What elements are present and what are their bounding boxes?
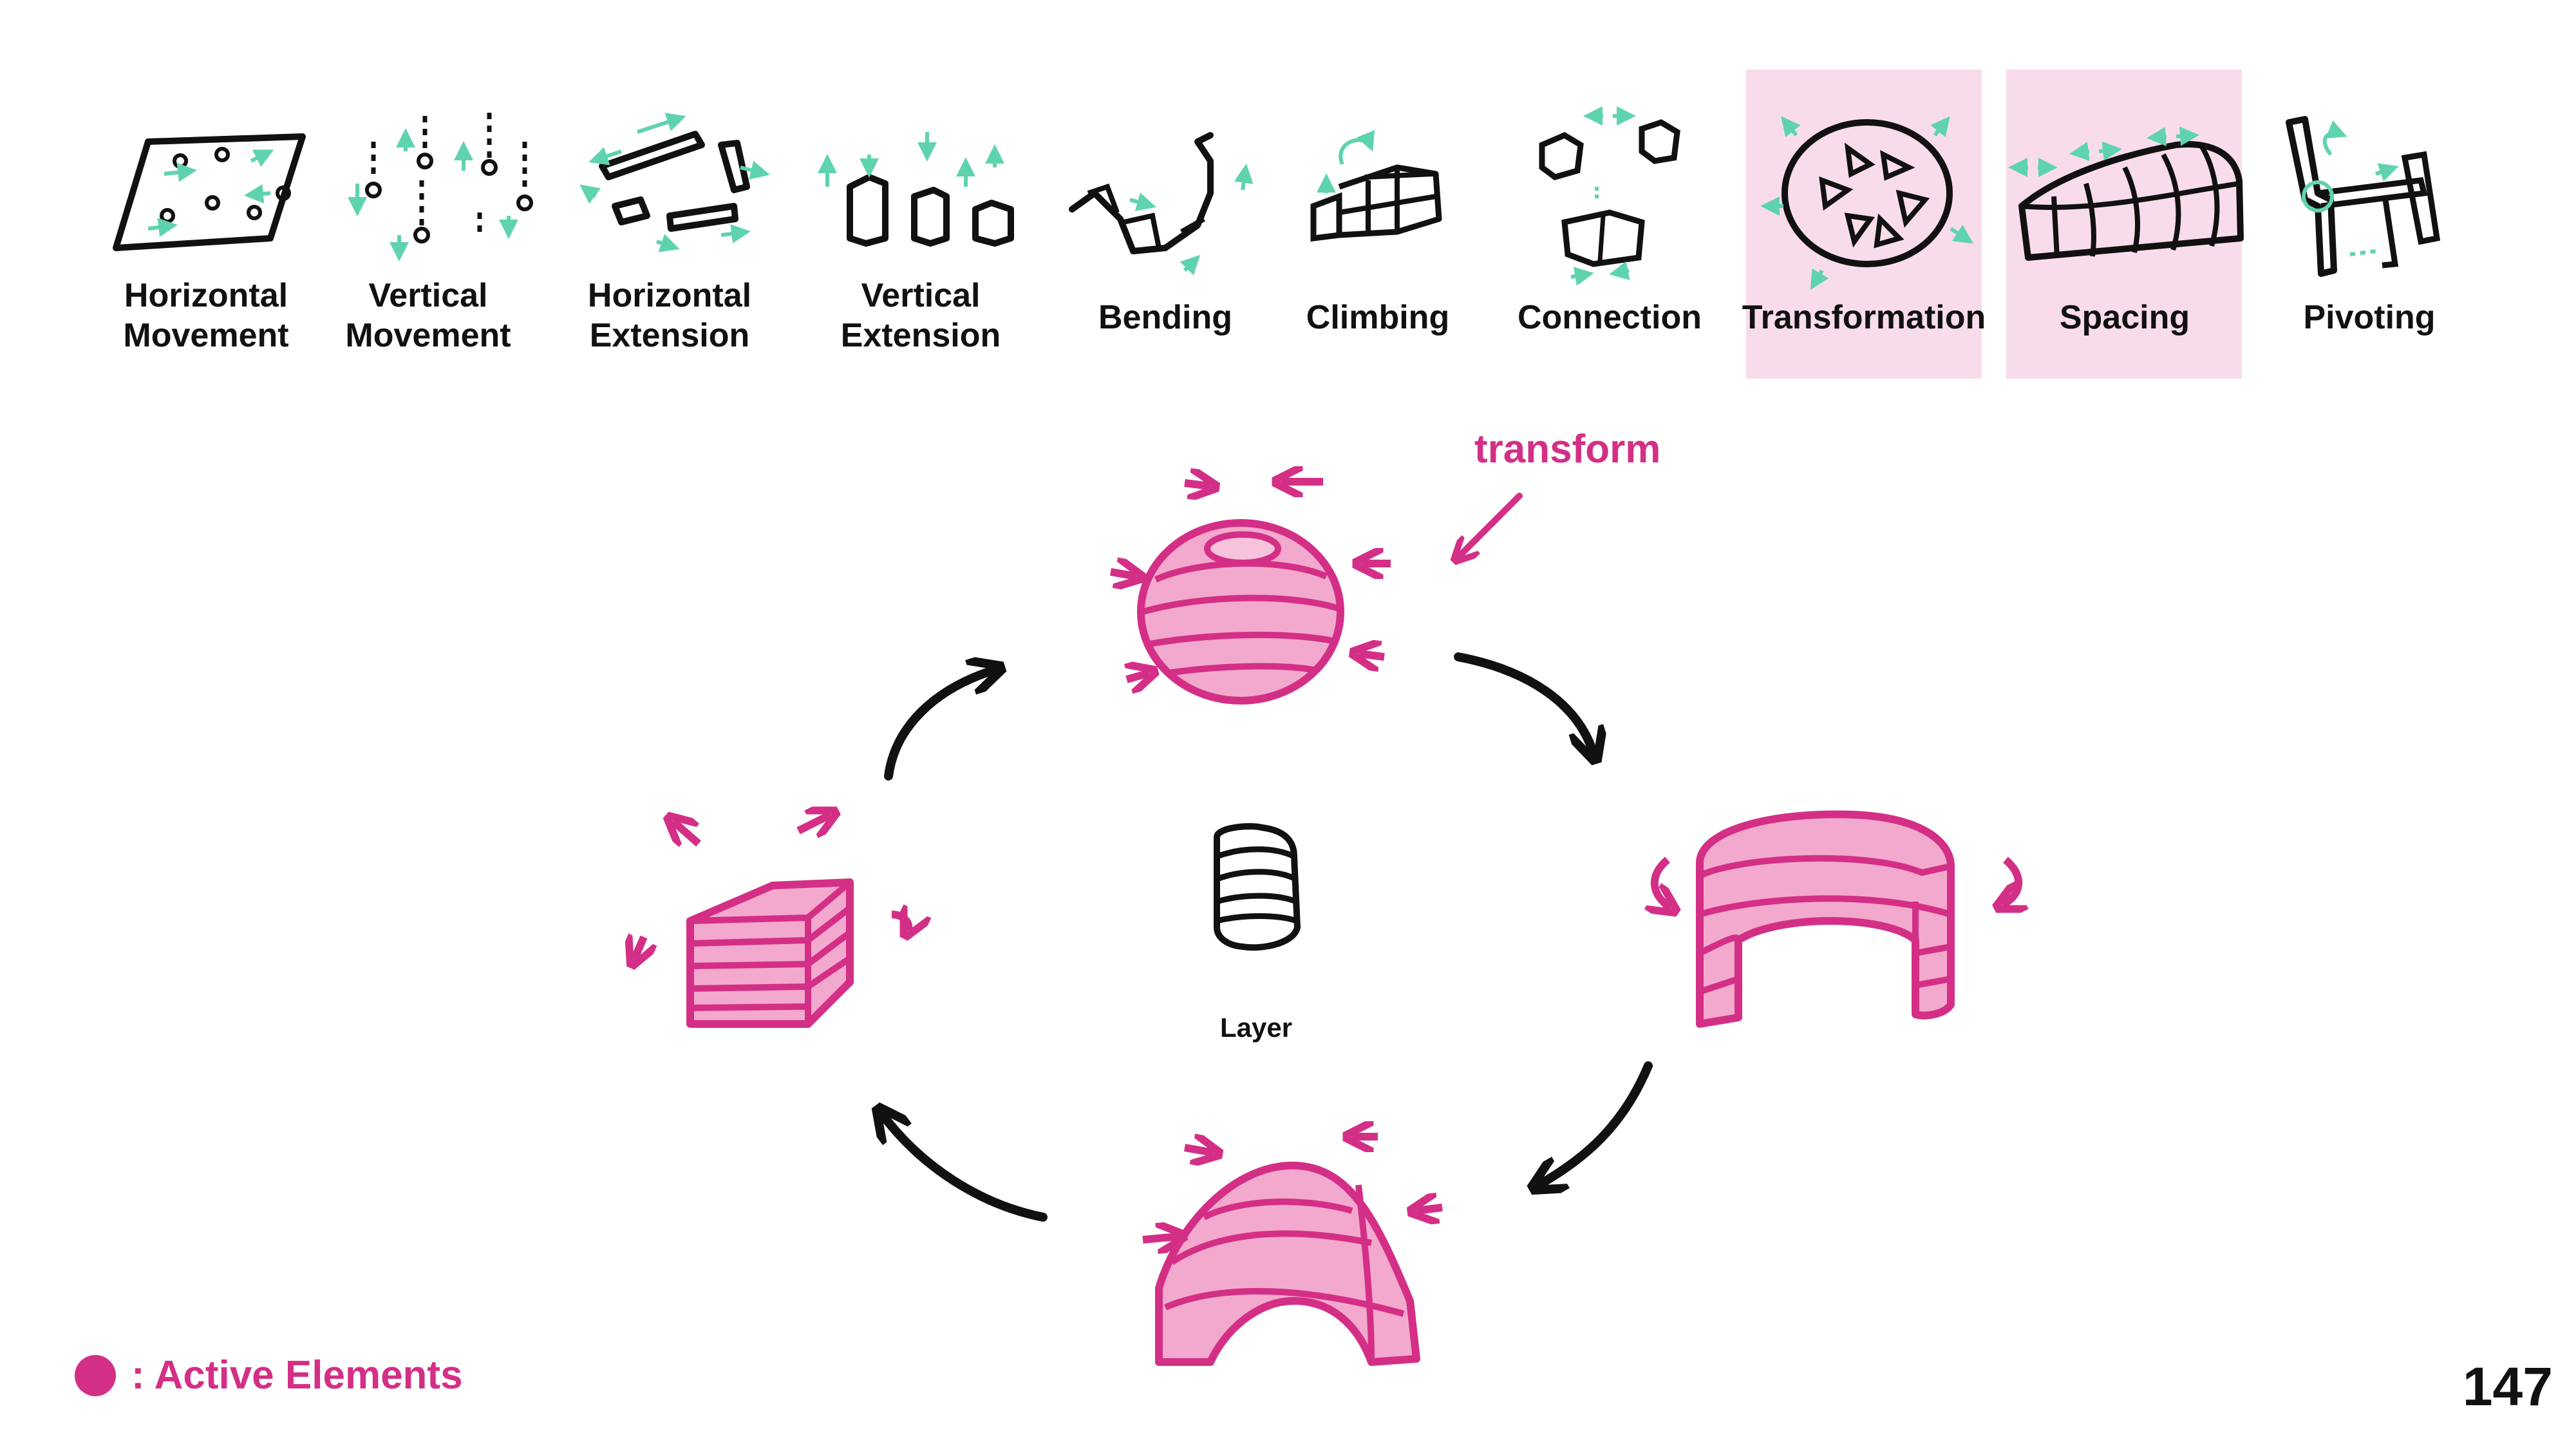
- connection-icon: [1539, 106, 1680, 286]
- climbing-icon: [1310, 130, 1442, 242]
- label-line: Horizontal: [124, 277, 288, 314]
- cube-module: [634, 815, 908, 1028]
- label-line: Bending: [1098, 299, 1232, 336]
- transform-annotation: transform: [1474, 427, 1661, 471]
- cycle-arrow-top-right: [1454, 652, 1594, 753]
- page-number: 147: [2462, 1356, 2553, 1417]
- label-connection: Connection: [1500, 298, 1719, 337]
- label-climbing: Climbing: [1275, 298, 1481, 337]
- cycle-arrow-left-top: [884, 670, 995, 781]
- transformation-icon: [1760, 116, 1973, 290]
- arch-module: [1142, 1137, 1443, 1366]
- label-horizontal-movement: Horizontal Movement: [97, 276, 315, 355]
- layer-module: [1214, 823, 1301, 951]
- bending-icon: [1069, 132, 1254, 276]
- horizontal-movement-icon: [113, 133, 306, 251]
- label-line: Spacing: [2059, 299, 2190, 336]
- label-line: Connection: [1518, 299, 1702, 336]
- label-line: Horizontal: [587, 277, 752, 314]
- label-line: Vertical: [861, 277, 981, 314]
- label-line: Transformation: [1742, 299, 1986, 336]
- pivoting-icon: [2286, 116, 2441, 277]
- label-vertical-movement: Vertical Movement: [328, 276, 528, 355]
- cycle-arrow-bottom-left: [882, 1114, 1048, 1222]
- spacing-icon: [2008, 126, 2244, 261]
- label-line: Movement: [345, 317, 511, 354]
- label-line: Pivoting: [2303, 299, 2436, 336]
- label-vertical-extension: Vertical Extension: [818, 276, 1024, 355]
- layer-label: Layer: [1220, 1012, 1293, 1043]
- curved-block-module: [1655, 810, 2018, 1028]
- label-pivoting: Pivoting: [2260, 298, 2479, 337]
- label-line: Extension: [589, 317, 750, 354]
- label-line: Vertical: [368, 277, 488, 314]
- vertical-extension-icon: [818, 132, 1014, 247]
- label-horizontal-extension: Horizontal Extension: [560, 276, 779, 355]
- label-line: Climbing: [1306, 299, 1450, 336]
- label-transformation: Transformation: [1738, 298, 1989, 337]
- legend: : Active Elements: [75, 1352, 463, 1398]
- label-line: Extension: [840, 317, 1001, 354]
- transform-pointer-arrow: [1458, 493, 1523, 557]
- legend-text: : Active Elements: [131, 1353, 463, 1397]
- label-spacing: Spacing: [2015, 298, 2234, 337]
- spacing-highlight: [2006, 70, 2242, 379]
- legend-dot-icon: [75, 1354, 116, 1396]
- horizontal-extension-icon: [579, 113, 770, 252]
- label-bending: Bending: [1062, 298, 1268, 337]
- label-line: Movement: [123, 317, 289, 354]
- cycle-arrow-right-bottom: [1539, 1061, 1653, 1185]
- sphere-module: [1109, 482, 1391, 705]
- vertical-movement-icon: [348, 113, 533, 261]
